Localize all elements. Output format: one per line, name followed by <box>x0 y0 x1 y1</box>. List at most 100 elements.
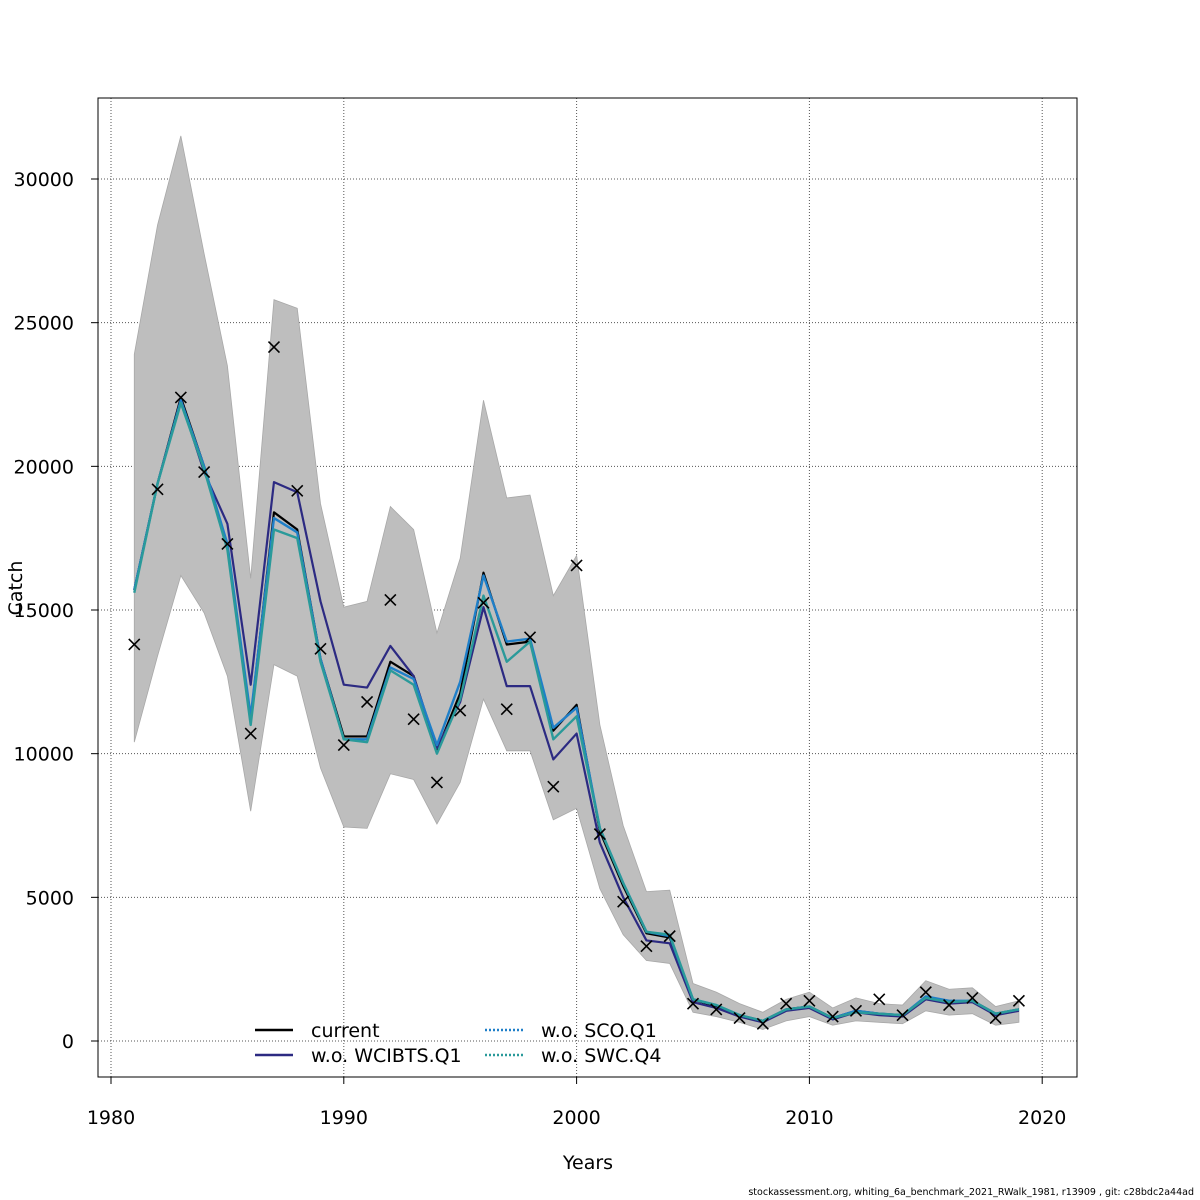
y-axis-label: Catch <box>5 561 27 616</box>
observed-point-stroke <box>314 642 327 655</box>
observed-point <box>547 780 560 793</box>
y-tick-label: 20000 <box>14 456 74 478</box>
x-tick-label: 2010 <box>785 1107 833 1129</box>
observed-point <box>314 642 327 655</box>
observed-point <box>733 1011 746 1025</box>
x-tick-label: 2020 <box>1018 1107 1066 1129</box>
observed-point <box>430 776 443 789</box>
observed-point-stroke <box>919 986 932 999</box>
observed-point-stroke <box>384 593 397 607</box>
observed-point <box>174 391 187 404</box>
observed-point-stroke <box>570 559 583 572</box>
observed-point-stroke <box>989 1011 1002 1025</box>
x-tick-label: 1990 <box>320 1107 368 1129</box>
x-tick-label: 1980 <box>87 1107 135 1129</box>
observed-point-stroke <box>733 1011 746 1025</box>
observed-point-stroke <box>221 537 234 550</box>
observed-point-stroke <box>430 776 443 789</box>
observed-point <box>291 484 304 497</box>
observed-point <box>477 596 490 609</box>
legend-label-1: w.o. WCIBTS.Q1 <box>311 1045 462 1067</box>
observed-point <box>663 930 676 943</box>
series-line-3 <box>133 401 1020 1023</box>
observed-point <box>454 704 467 717</box>
observed-point-stroke <box>291 484 304 497</box>
observed-point <box>1012 994 1025 1007</box>
observed-point <box>780 997 793 1010</box>
legend-label-0: current <box>311 1020 380 1042</box>
observed-point-stroke <box>454 704 467 717</box>
observed-point <box>896 1009 909 1022</box>
observed-point <box>989 1011 1002 1025</box>
observed-point-stroke <box>128 638 141 651</box>
observed-point-stroke <box>477 596 490 609</box>
observed-point-stroke <box>710 1003 723 1016</box>
observed-point-stroke <box>407 713 420 726</box>
observed-point-stroke <box>244 727 257 740</box>
observed-point <box>849 1004 863 1017</box>
observed-point <box>337 738 350 752</box>
observed-point <box>244 727 257 740</box>
observed-point-stroke <box>873 993 886 1006</box>
observed-point-stroke <box>267 341 281 354</box>
observed-point-stroke <box>943 999 956 1012</box>
observed-point <box>151 483 164 496</box>
observed-point <box>966 991 979 1004</box>
observed-point-stroke <box>361 695 374 709</box>
observed-point-stroke <box>174 391 187 404</box>
y-tick-label: 30000 <box>14 169 74 191</box>
observed-point <box>523 631 537 644</box>
plot-frame <box>97 97 1078 1078</box>
legend-label-2: w.o. SCO.Q1 <box>541 1020 657 1042</box>
observed-point-stroke <box>849 1004 863 1017</box>
observed-point <box>943 999 956 1012</box>
observed-point-stroke <box>756 1017 769 1030</box>
y-tick-label: 25000 <box>14 313 74 335</box>
observed-point <box>686 997 700 1010</box>
y-tick-label: 5000 <box>26 887 74 909</box>
observed-point <box>710 1003 723 1016</box>
observed-points <box>128 341 1025 1030</box>
observed-point <box>803 994 816 1007</box>
observed-point-stroke <box>1012 994 1025 1007</box>
observed-point <box>873 993 886 1006</box>
footer-text: stockassessment.org, whiting_6a_benchmar… <box>748 1187 1194 1198</box>
x-axis-label: Years <box>562 1152 613 1174</box>
observed-point <box>617 895 630 908</box>
observed-point <box>221 537 234 550</box>
y-tick-label: 0 <box>62 1031 74 1053</box>
observed-point-stroke <box>803 994 816 1007</box>
observed-point <box>384 593 397 607</box>
x-tick-label: 2000 <box>552 1107 600 1129</box>
y-tick-label: 10000 <box>14 744 74 766</box>
observed-point-stroke <box>663 930 676 943</box>
observed-point-stroke <box>617 895 630 908</box>
observed-point <box>593 828 606 841</box>
observed-point <box>826 1010 839 1023</box>
observed-point <box>756 1017 769 1030</box>
observed-point <box>500 703 513 716</box>
observed-point-stroke <box>826 1010 839 1023</box>
observed-point <box>361 695 374 709</box>
confidence-band <box>133 135 1020 1030</box>
confidence-band-area <box>133 135 1020 1030</box>
observed-point-stroke <box>337 738 350 752</box>
observed-point-stroke <box>547 780 560 793</box>
observed-point-stroke <box>593 828 606 841</box>
observed-point-stroke <box>966 991 979 1004</box>
observed-point <box>198 466 211 479</box>
observed-point-stroke <box>523 631 537 644</box>
observed-point <box>640 940 653 953</box>
legend-label-3: w.o. SWC.Q4 <box>541 1045 661 1067</box>
observed-point <box>919 986 932 999</box>
observed-point-stroke <box>780 997 793 1010</box>
observed-point-stroke <box>896 1009 909 1022</box>
legend: current w.o. WCIBTS.Q1 w.o. SCO.Q1 w.o. SWC… <box>255 1020 661 1067</box>
observed-point <box>407 713 420 726</box>
observed-point-stroke <box>640 940 653 953</box>
y-tick-label: 15000 <box>14 600 74 622</box>
observed-point-stroke <box>198 466 211 479</box>
observed-point <box>267 341 281 354</box>
observed-point-stroke <box>686 997 700 1010</box>
